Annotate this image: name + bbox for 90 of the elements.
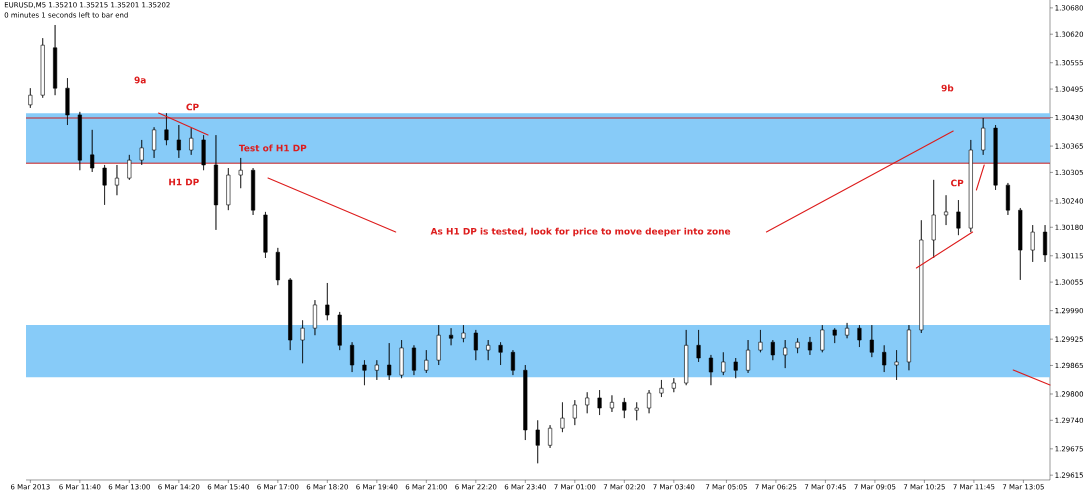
candlestick [53,24,58,96]
candlestick [251,167,256,216]
candlestick [770,339,775,361]
candlestick [127,154,132,181]
candlestick [77,111,82,171]
candlestick [746,339,751,374]
candlestick [90,129,95,173]
annotation: As H1 DP is tested, look for price to move deeper into zone [430,227,731,237]
candlestick [473,329,478,361]
candlestick [325,282,330,321]
candlestick [139,139,144,166]
candlestick [312,299,317,336]
candlestick [1005,182,1010,216]
candlestick [585,391,590,414]
candlestick [548,424,553,449]
candlestick [696,329,701,363]
candlestick [1043,224,1048,263]
annotation: CP [951,179,964,187]
candlestick [40,37,45,99]
candlestick [28,87,33,109]
candlestick [622,397,627,419]
candlestick [176,124,181,159]
candlestick [1018,207,1023,281]
candlestick [807,336,812,356]
candlestick [857,324,862,348]
candlestick [102,164,107,206]
candlestick [275,247,280,286]
candlestick [659,379,664,398]
candlestick [201,134,206,171]
candlestick [733,357,738,379]
candlestick [869,324,874,358]
candlestick [634,402,639,421]
candlestick [931,179,936,259]
candlestick [684,329,689,386]
candlestick [374,359,379,381]
candlestick [956,199,961,236]
candlestick [944,194,949,226]
candlestick [411,344,416,376]
candlestick [65,77,70,126]
candlestick [189,127,194,156]
candlestick [337,311,342,351]
candlestick [1030,224,1035,263]
candlestick [213,134,218,231]
candlestick [993,124,998,191]
candlestick [894,349,899,381]
candlestick [263,211,268,259]
candlestick [671,377,676,393]
candlestick [832,327,837,344]
candlestick [226,167,231,211]
candlestick [560,402,565,433]
candlestick [498,341,503,366]
candlestick [288,277,293,351]
annotation: H1 DP [169,178,199,186]
candlestick [510,349,515,376]
candlestick [968,139,973,233]
annotation: CP [186,103,199,111]
annotation: 9a [134,76,146,84]
candlestick [114,164,119,196]
annotation: Test of H1 DP [238,144,307,152]
candlestick [906,324,911,371]
candlestick [882,344,887,373]
candlestick [721,352,726,376]
candlestick [572,399,577,426]
candlestick [461,324,466,343]
candlestick [758,329,763,353]
candlestick [164,112,169,146]
candlestick [436,324,441,366]
candlestick [449,327,454,346]
candlestick [523,364,528,441]
candlestick [350,341,355,373]
candlestick [708,354,713,386]
candlestick [597,389,602,416]
candlestick [609,395,614,413]
candlestick [399,339,404,379]
candlestick [845,322,850,339]
candlestick [647,389,652,414]
candlestick [486,339,491,361]
candlestick [362,359,367,386]
candlestick [535,420,540,464]
candlestick [919,219,924,334]
candlestick [238,157,243,189]
candlestick [783,339,788,369]
candlestick [820,324,825,353]
candlestick [300,319,305,364]
candlestick [424,349,429,374]
candlestick [981,117,986,156]
candlestick [387,342,392,381]
candlestick [152,126,157,159]
candlestick [795,337,800,354]
annotation: 9b [941,84,954,92]
